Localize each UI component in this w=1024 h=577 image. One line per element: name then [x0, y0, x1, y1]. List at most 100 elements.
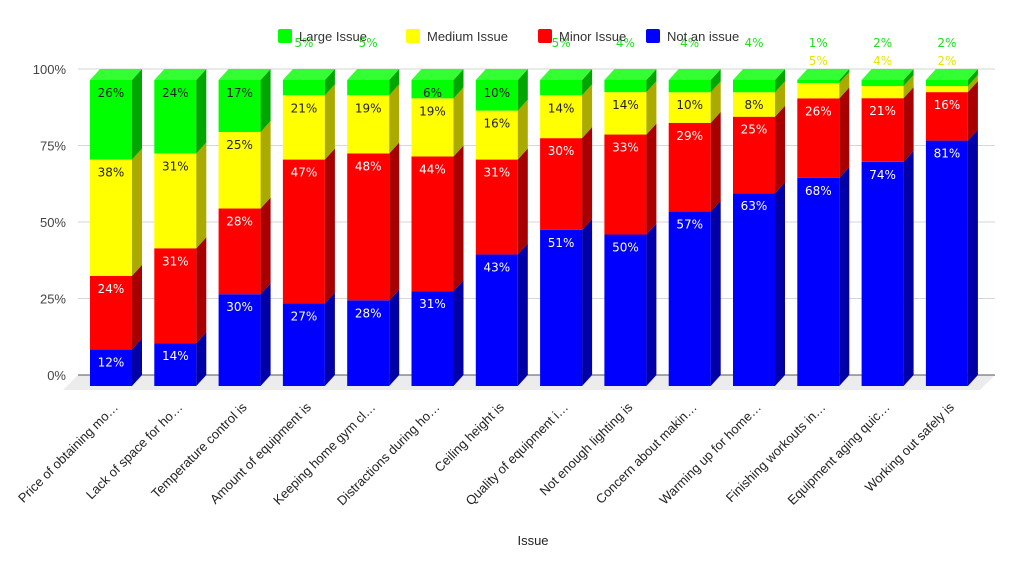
legend-label: Not an issue: [667, 29, 739, 44]
data-label: 31%: [162, 254, 189, 268]
data-label: 24%: [98, 282, 125, 296]
data-label: 19%: [355, 101, 382, 115]
bar-segment-side: [324, 148, 335, 304]
bar-segment-side: [967, 75, 978, 93]
bar-segment-side: [646, 223, 657, 386]
data-label: 48%: [355, 159, 382, 173]
bar-segment-minor-issue: [411, 156, 454, 292]
bar-segment-side: [839, 72, 850, 99]
data-label: 16%: [483, 117, 510, 131]
bar-stack: [540, 69, 593, 386]
bar-segment-side: [260, 283, 271, 386]
bar-segment-not-an-issue: [540, 229, 583, 386]
bar-segment-side: [132, 148, 142, 276]
bar-segment-side: [389, 142, 400, 301]
data-label: 4%: [680, 36, 699, 50]
bar-segment-side: [517, 243, 528, 386]
legend-swatch: [278, 29, 292, 43]
bar-top-face: [540, 69, 593, 80]
bar-top-face: [604, 69, 657, 80]
bar-segment-side: [132, 69, 142, 160]
bar-segment-side: [324, 292, 335, 386]
bar-segment-side: [967, 81, 978, 141]
bar-segment-side: [132, 264, 142, 350]
bar-top-face: [282, 69, 335, 80]
data-label: 6%: [423, 86, 442, 100]
bar-segment-side: [260, 69, 271, 133]
data-label: 14%: [162, 349, 189, 363]
bar-segment-not-an-issue: [218, 294, 261, 386]
bar-segment-large-issue: [411, 80, 454, 99]
bar-segment-large-issue: [604, 80, 647, 93]
data-label: 30%: [548, 144, 575, 158]
data-label: 38%: [98, 166, 125, 180]
data-label: 74%: [869, 168, 896, 182]
legend-item[interactable]: Medium Issue: [406, 29, 508, 44]
data-label: 10%: [483, 86, 510, 100]
bar-segment-side: [775, 182, 785, 386]
bar-segment-medium-issue: [797, 83, 840, 99]
bar-segment-minor-issue: [604, 134, 647, 235]
gridlines: [78, 68, 995, 376]
bar-segment-minor-issue: [90, 275, 132, 350]
data-label: 21%: [291, 101, 318, 115]
legend-item[interactable]: Minor Issue: [538, 29, 626, 44]
y-tick-label: 25%: [40, 292, 66, 307]
bar-segment-side: [646, 81, 657, 135]
legend: Large Issue Medium Issue Minor Issue Not an…: [278, 29, 739, 44]
bar-segment-side: [389, 69, 400, 96]
data-label: 4%: [873, 54, 892, 68]
bar-stack: [282, 69, 335, 386]
data-label: 4%: [616, 36, 635, 50]
data-label: 47%: [291, 166, 318, 180]
bar-segment-side: [967, 69, 978, 87]
bar-stack: [411, 69, 464, 386]
bar-segment-side: [324, 69, 335, 96]
data-label: 31%: [483, 166, 510, 180]
bar-segment-not-an-issue: [604, 234, 647, 386]
bar-segment-side: [453, 280, 464, 386]
bar-segment-side: [517, 69, 528, 111]
bar-segment-side: [582, 84, 593, 139]
bar-segment-medium-issue: [218, 132, 261, 209]
bar-segment-side: [324, 84, 335, 160]
data-label: 28%: [355, 306, 382, 320]
bar-segment-side: [710, 69, 721, 93]
bar-segment-not-an-issue: [925, 140, 968, 386]
bar-segment-minor-issue: [347, 153, 390, 301]
data-label: 17%: [226, 86, 253, 100]
bar-segment-not-an-issue: [154, 343, 197, 386]
bar-segment-large-issue: [154, 80, 197, 154]
data-label: 2%: [937, 54, 956, 68]
bar-top-face: [861, 69, 914, 80]
bar-top-face: [411, 69, 464, 80]
bar-segment-large-issue: [282, 80, 325, 96]
data-label: 43%: [483, 260, 510, 274]
legend-item[interactable]: Not an issue: [646, 29, 739, 44]
bar-segment-side: [582, 218, 593, 386]
bar-segment-side: [839, 69, 850, 84]
y-tick-label: 75%: [40, 139, 66, 154]
data-label: 26%: [98, 86, 125, 100]
legend-item[interactable]: Large Issue: [278, 29, 367, 44]
bar-segment-minor-issue: [282, 159, 325, 304]
bar-top-face: [797, 69, 850, 80]
data-label: 4%: [744, 36, 763, 50]
bar-top-face: [218, 69, 271, 80]
bar-segment-side: [517, 99, 528, 160]
data-label: 68%: [805, 184, 832, 198]
data-label: 5%: [809, 54, 828, 68]
bar-stack: [154, 69, 207, 386]
bar-stack: [733, 69, 785, 386]
bar-segment-minor-issue: [733, 116, 775, 194]
bar-segment-not-an-issue: [347, 300, 390, 386]
x-axis-title: Issue: [517, 533, 548, 548]
bar-segment-large-issue: [925, 80, 968, 87]
bar-stack: [90, 69, 142, 386]
data-label: 8%: [744, 98, 763, 112]
bar-segment-side: [710, 200, 721, 386]
bar-segment-side: [389, 84, 400, 154]
bar-segment-large-issue: [90, 80, 132, 160]
data-label: 33%: [612, 141, 639, 155]
